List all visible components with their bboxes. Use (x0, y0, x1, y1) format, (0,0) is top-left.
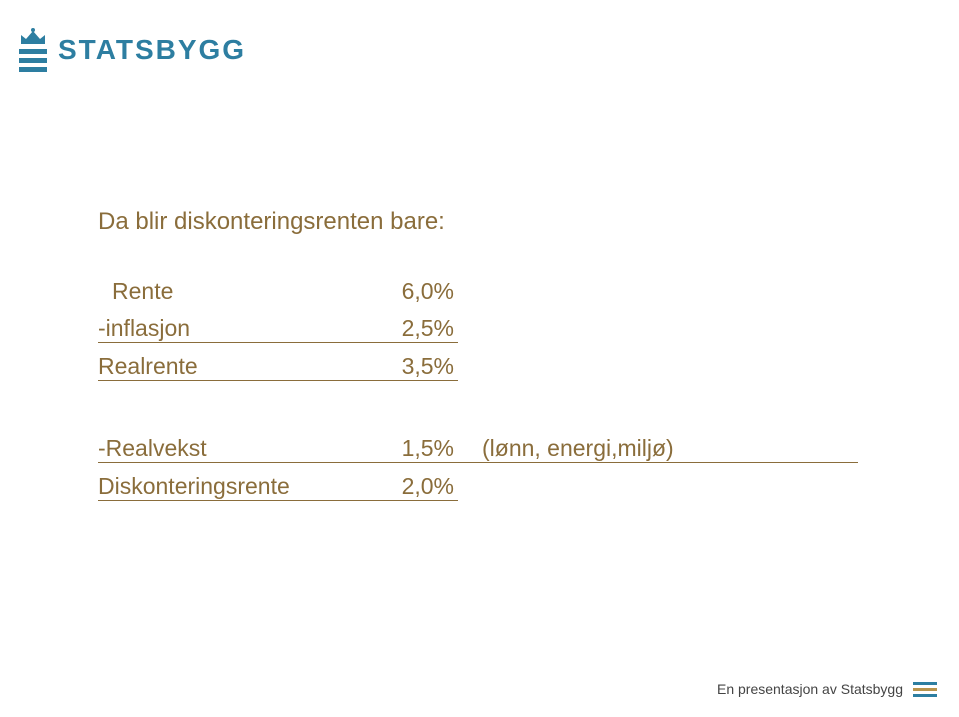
logo-lines-icon (19, 49, 47, 72)
calc-table: Rente 6,0% -inflasjon 2,5% Realrente 3,5… (98, 278, 858, 501)
row-value: 6,0% (328, 278, 458, 305)
footer: En presentasjon av Statsbygg (717, 681, 937, 697)
row-note (458, 353, 858, 381)
slide: STATSBYGG Da blir diskonteringsrenten ba… (0, 0, 959, 717)
row-value: 2,0% (328, 473, 458, 501)
row-label: Diskonteringsrente (98, 473, 328, 501)
row-value: 3,5% (328, 353, 458, 381)
content-area: Da blir diskonteringsrenten bare: Rente … (98, 208, 858, 501)
logo-wordmark: STATSBYGG (58, 34, 246, 66)
crown-icon (18, 28, 48, 46)
row-note (458, 315, 858, 343)
row-value: 1,5% (328, 435, 458, 463)
lead-text: Da blir diskonteringsrenten bare: (98, 208, 858, 236)
footer-lines-icon (913, 682, 937, 697)
row-value: 2,5% (328, 315, 458, 343)
row-note (458, 278, 858, 305)
logo: STATSBYGG (18, 28, 246, 72)
row-note (458, 473, 858, 501)
row-note: (lønn, energi,miljø) (458, 435, 858, 463)
logo-mark (18, 28, 48, 72)
footer-text: En presentasjon av Statsbygg (717, 681, 903, 697)
row-label: Rente (98, 278, 328, 305)
row-label: -Realvekst (98, 435, 328, 463)
row-label: -inflasjon (98, 315, 328, 343)
row-label: Realrente (98, 353, 328, 381)
